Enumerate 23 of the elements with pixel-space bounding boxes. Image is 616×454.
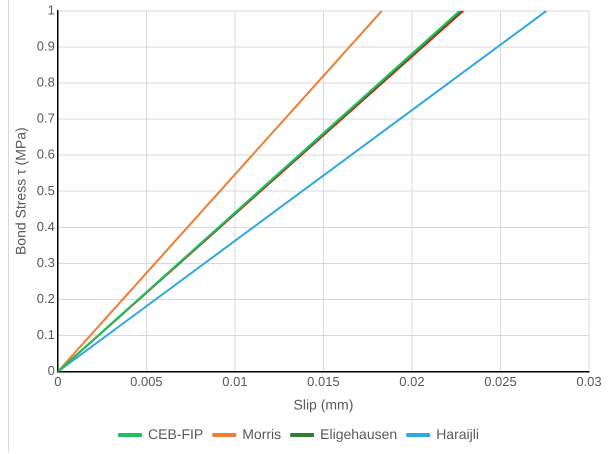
- y-tick-label: 0: [48, 363, 55, 378]
- y-tick-label: 1: [48, 2, 55, 18]
- legend-label: Morris: [242, 426, 282, 442]
- y-tick-label: 0.7: [36, 110, 55, 126]
- y-tick-label: 0.1: [36, 327, 55, 342]
- x-tick-label: 0.03: [576, 374, 602, 389]
- legend-label: Eligehausen: [320, 426, 398, 442]
- y-tick-label: 0.5: [36, 182, 55, 198]
- y-axis-title: Bond Stress τ (MPa): [12, 127, 28, 256]
- x-tick-label: 0.025: [484, 374, 517, 389]
- legend-label: Haraijli: [436, 426, 479, 442]
- x-axis-title: Slip (mm): [293, 396, 354, 412]
- y-tick-label: 0.9: [36, 38, 55, 54]
- x-tick-label: 0.005: [130, 374, 163, 389]
- y-tick-label: 0.6: [36, 146, 55, 162]
- y-tick-label: 0.3: [36, 254, 55, 270]
- y-tick-label: 0.4: [36, 218, 55, 234]
- x-tick-label: 0.02: [399, 374, 425, 389]
- legend-label: CEB-FIP: [148, 426, 204, 442]
- y-tick-label: 0.2: [36, 291, 55, 306]
- x-tick-label: 0.015: [307, 374, 340, 389]
- y-tick-label: 0.8: [36, 74, 55, 90]
- x-tick-label: 0.01: [222, 374, 248, 389]
